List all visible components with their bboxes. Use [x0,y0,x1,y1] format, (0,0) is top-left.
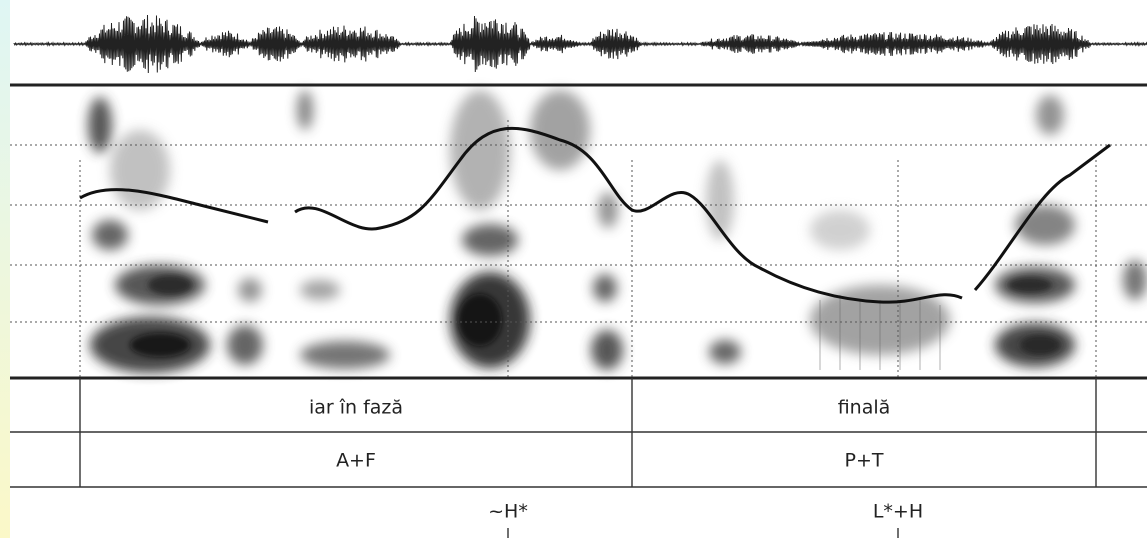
waveform [13,14,1147,74]
tone-label: L*+H [873,501,923,523]
word-label: iar în fază [309,397,403,419]
word-label: finală [838,397,891,419]
spectrogram [88,90,1147,373]
pitch-contour [79,126,1111,304]
tiers [10,83,1147,538]
side-strip [0,0,10,538]
phrase-label: P+T [845,450,884,472]
waveform-trace [13,14,1147,74]
phrase-label: A+F [336,450,376,472]
tone-label: ~H* [488,501,528,523]
